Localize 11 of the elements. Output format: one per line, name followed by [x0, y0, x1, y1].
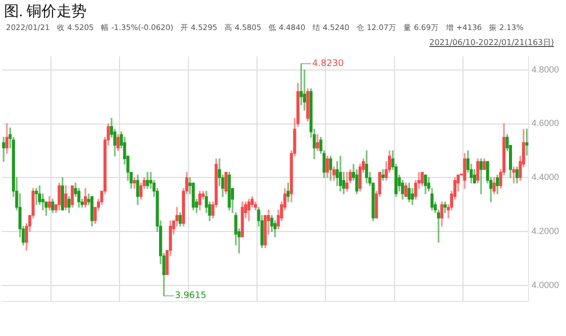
candlestick — [437, 210, 440, 243]
candlestick — [302, 70, 306, 111]
chart-title: 图. 铜价走势 — [4, 2, 86, 21]
y-tick-label: 4.2000 — [531, 226, 560, 236]
annotation: 4.8230 — [312, 59, 344, 70]
annotation: 3.9615 — [174, 291, 206, 302]
y-tick-label: 4.6000 — [531, 118, 560, 128]
y-tick-label: 4.4000 — [531, 172, 560, 182]
text: 2021/06/10-2022/01/21(163日) — [429, 37, 554, 48]
y-tick-label: 4.8000 — [531, 64, 560, 74]
y-tick-label: 4.0000 — [531, 280, 560, 290]
